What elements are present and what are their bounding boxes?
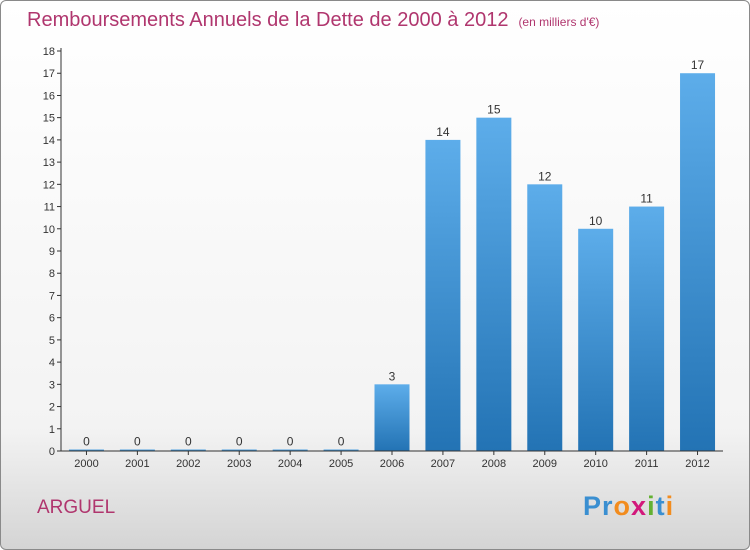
data-label: 0 [134,435,141,449]
bar [221,449,257,451]
bar [578,228,614,451]
bar [272,449,308,451]
data-label: 0 [236,435,243,449]
chart-title: Remboursements Annuels de la Dette de 20… [27,9,599,32]
x-tick-label: 2009 [533,458,557,470]
bar [629,206,665,451]
logo-letter: o [613,491,632,521]
data-label: 11 [640,192,653,206]
y-tick-label: 6 [49,313,55,325]
logo-letter: t [655,491,666,521]
logo-letter: i [665,491,675,521]
title-text: Remboursements Annuels de la Dette de 20… [27,9,509,31]
bar [527,184,563,452]
x-tick-label: 2001 [125,458,149,470]
bars: 0 0 0 0 0 0 3 14 15 12 10 11 17 [68,58,716,452]
y-tick-label: 17 [43,68,55,80]
bar [680,73,716,451]
y-tick-label: 4 [49,357,55,369]
bar [170,449,206,451]
x-tick-label: 2008 [482,458,506,470]
x-tick-label: 2011 [635,458,659,470]
logo-letter: P [583,491,603,521]
y-tick-label: 1 [49,424,55,436]
y-tick-label: 11 [44,202,55,214]
data-label: 10 [589,214,603,228]
x-tick-label: 2006 [380,458,404,470]
logo-letter: x [631,491,648,521]
y-tick-label: 9 [49,246,55,258]
x-axis: 2000 2001 2002 2003 2004 2005 2006 2007 2008 2009… [61,450,723,470]
logo-letter: r [602,491,614,521]
data-label: 12 [538,169,552,183]
bar [68,449,104,451]
y-tick-label: 10 [43,224,55,236]
data-label: 0 [338,435,345,449]
y-tick-label: 15 [43,113,55,125]
bar [119,449,155,451]
data-label: 0 [287,435,294,449]
commune-name: ARGUEL [37,497,116,518]
x-tick-label: 2012 [685,458,709,470]
data-label: 14 [436,125,450,139]
x-tick-label: 2003 [227,458,251,470]
y-tick-label: 13 [43,157,55,169]
proxiti-logo: Proxiti [583,491,674,522]
x-tick-label: 2007 [431,458,455,470]
x-tick-label: 2002 [176,458,200,470]
bar [425,139,461,451]
y-tick-label: 8 [49,268,55,280]
data-label: 17 [691,58,705,72]
data-label: 0 [83,435,90,449]
y-tick-label: 18 [43,46,55,58]
y-tick-label: 2 [49,402,55,414]
x-tick-label: 2010 [583,458,607,470]
y-tick-label: 14 [43,135,55,147]
y-tick-label: 7 [49,290,55,302]
y-tick-label: 5 [49,335,55,347]
bar [323,449,359,451]
logo-letter: i [647,491,656,521]
x-tick-label: 2000 [74,458,98,470]
y-tick-label: 3 [49,379,55,391]
bar [476,117,512,452]
y-tick-label: 16 [43,90,55,102]
data-label: 0 [185,435,192,449]
bar [374,384,410,451]
x-tick-label: 2005 [329,458,353,470]
unit-label: (en milliers d'€) [518,15,600,29]
x-tick-label: 2004 [278,458,302,470]
y-tick-label: 12 [43,179,55,191]
data-label: 3 [389,369,396,383]
data-label: 15 [487,103,501,117]
y-tick-label: 0 [49,446,55,458]
